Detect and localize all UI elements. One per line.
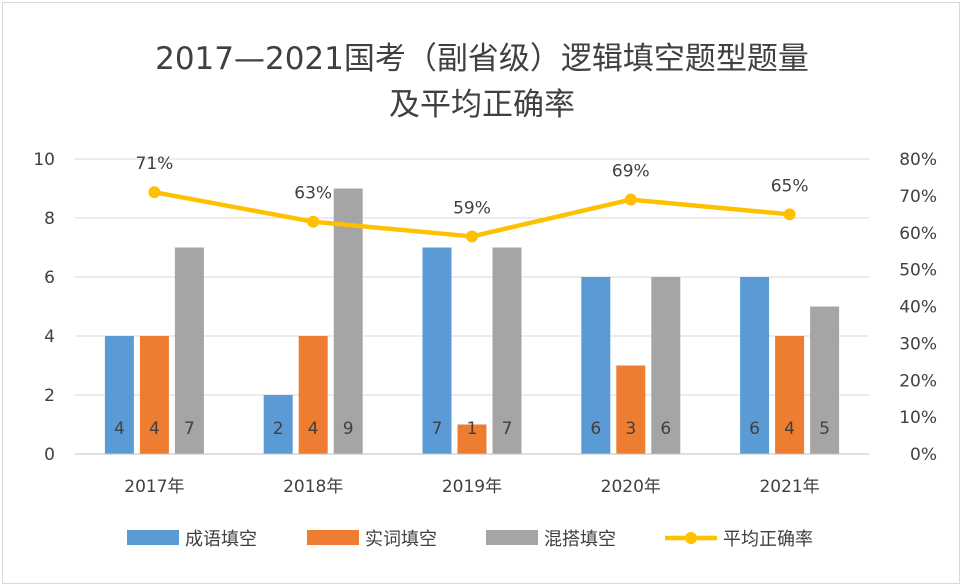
bar-data-label: 3	[625, 419, 636, 439]
legend-label: 实词填空	[365, 529, 437, 550]
bar	[810, 306, 840, 454]
y-axis-right: 0% 10% 20% 30% 40% 50% 60% 70% 80%	[899, 150, 937, 465]
accuracy-point	[783, 208, 796, 221]
bar-data-label: 6	[590, 419, 601, 439]
y-left-tick-label: 10	[33, 150, 55, 170]
y-right-tick-label: 40%	[899, 298, 937, 318]
y-right-tick-label: 0%	[910, 445, 937, 465]
x-category-label: 2019年	[442, 477, 502, 497]
y-right-tick-label: 70%	[899, 187, 937, 207]
bar	[333, 188, 363, 454]
bar-data-label: 4	[114, 419, 125, 439]
bar	[422, 247, 452, 454]
legend-swatch	[486, 530, 538, 545]
bar-data-label: 2	[273, 419, 284, 439]
y-left-tick-label: 0	[44, 445, 55, 465]
bar-data-label: 6	[749, 419, 760, 439]
x-category-label: 2021年	[759, 477, 819, 497]
bar	[104, 336, 134, 454]
y-left-tick-label: 4	[44, 327, 55, 347]
chart-title: 2017—2021国考（副省级）逻辑填空题型题量 及平均正确率	[155, 41, 809, 123]
legend-label: 成语填空	[185, 529, 257, 550]
accuracy-data-label: 65%	[771, 176, 809, 196]
y-left-tick-label: 6	[44, 268, 55, 288]
chart-title-line-2: 及平均正确率	[389, 87, 575, 123]
legend-swatch	[127, 530, 179, 545]
accuracy-data-label: 69%	[612, 162, 650, 182]
y-axis-left: 0 2 4 6 8 10	[33, 150, 55, 465]
y-left-tick-label: 8	[44, 209, 55, 229]
bar-data-labels: 4 4 7 2 4 9 7 1 7 6 3 6 6 4 5	[114, 419, 830, 439]
gridlines	[75, 158, 869, 396]
accuracy-data-label: 71%	[136, 154, 174, 174]
accuracy-point	[466, 230, 478, 243]
legend-label: 平均正确率	[723, 529, 813, 550]
bar	[775, 336, 805, 454]
accuracy-line: 71% 63% 59% 69% 65%	[136, 154, 809, 243]
bar-data-label: 7	[432, 419, 443, 439]
accuracy-point	[148, 186, 161, 199]
bar	[457, 424, 487, 454]
x-category-label: 2020年	[601, 477, 661, 497]
accuracy-point	[307, 215, 320, 228]
y-left-tick-label: 2	[44, 386, 55, 406]
x-axis: 2017年 2018年 2019年 2020年 2021年	[75, 453, 869, 497]
bar	[139, 336, 169, 454]
bar	[581, 277, 611, 454]
bars	[104, 188, 840, 454]
bar-data-label: 1	[467, 419, 478, 439]
bar-data-label: 4	[784, 419, 795, 439]
bar-data-label: 9	[343, 419, 354, 439]
accuracy-data-label: 63%	[294, 184, 332, 204]
bar	[263, 395, 293, 454]
bar-data-label: 4	[308, 419, 319, 439]
y-right-tick-label: 60%	[899, 224, 937, 244]
legend: 成语填空 实词填空 混搭填空 平均正确率	[127, 529, 813, 550]
legend-swatch	[307, 530, 359, 545]
legend-item: 混搭填空	[486, 529, 616, 550]
legend-item: 平均正确率	[665, 529, 813, 550]
bar	[651, 277, 681, 454]
legend-label: 混搭填空	[544, 529, 616, 550]
bar-data-label: 4	[149, 419, 160, 439]
y-right-tick-label: 20%	[899, 371, 937, 391]
bar	[616, 365, 646, 454]
y-right-tick-label: 30%	[899, 334, 937, 354]
bar	[174, 247, 204, 454]
bar-data-label: 5	[819, 419, 830, 439]
bar	[740, 277, 770, 454]
x-category-label: 2017年	[124, 477, 184, 497]
accuracy-point	[624, 193, 637, 206]
bar-data-label: 6	[660, 419, 671, 439]
bar	[298, 336, 328, 454]
bar	[492, 247, 522, 454]
y-right-tick-label: 10%	[899, 408, 937, 428]
bar-data-label: 7	[184, 419, 195, 439]
legend-item: 实词填空	[307, 529, 437, 550]
y-right-tick-label: 50%	[899, 261, 937, 281]
legend-item: 成语填空	[127, 529, 257, 550]
chart-title-line-1: 2017—2021国考（副省级）逻辑填空题型题量	[155, 41, 809, 77]
y-right-tick-label: 80%	[899, 150, 937, 170]
bar-data-label: 7	[502, 419, 513, 439]
chart-svg: 2017—2021国考（副省级）逻辑填空题型题量 及平均正确率 0246810 …	[33, 41, 937, 550]
legend-swatch-marker	[685, 532, 697, 544]
x-category-label: 2018年	[283, 477, 343, 497]
accuracy-data-label: 59%	[453, 198, 491, 218]
